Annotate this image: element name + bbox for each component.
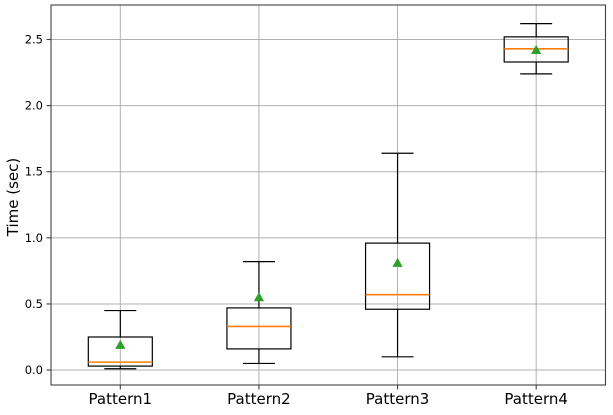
axes-spines — [50, 4, 607, 386]
y-tick-label: 1.0 — [25, 231, 43, 245]
x-tick-label: Pattern1 — [89, 390, 153, 408]
mean-marker — [392, 257, 403, 267]
x-tick-label: Pattern4 — [504, 390, 568, 408]
iqr-box — [364, 242, 431, 310]
y-tick-label: 1.5 — [25, 165, 43, 179]
iqr-box — [87, 336, 153, 367]
y-tick-label: 0.0 — [25, 363, 43, 377]
iqr-box — [226, 307, 292, 350]
y-tick-label: 2.0 — [25, 99, 43, 113]
x-tick-label: Pattern2 — [227, 390, 291, 408]
mean-marker — [253, 292, 265, 302]
mean-marker — [531, 44, 542, 54]
y-axis-label: Time (sec) — [4, 157, 22, 237]
mean-marker — [115, 339, 126, 349]
x-tick-label: Pattern3 — [366, 390, 430, 408]
y-tick-label: 0.5 — [25, 297, 43, 311]
y-tick-label: 2.5 — [25, 33, 43, 47]
